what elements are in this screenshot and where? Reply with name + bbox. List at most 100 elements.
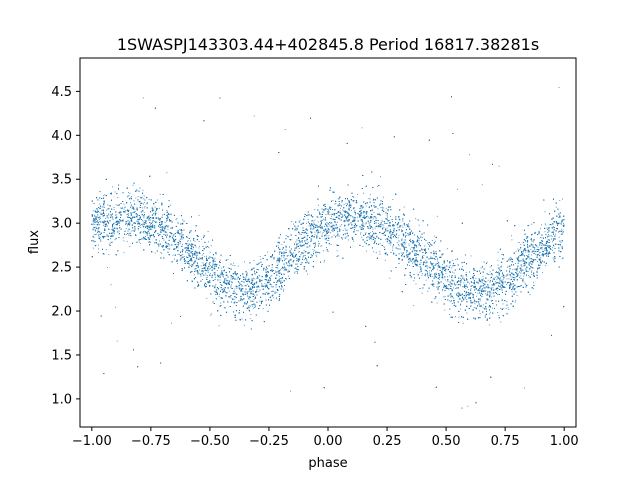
data-point bbox=[140, 226, 142, 228]
data-point bbox=[92, 240, 94, 241]
data-point bbox=[163, 239, 165, 241]
data-point bbox=[146, 202, 148, 203]
data-point bbox=[440, 280, 442, 282]
data-point bbox=[433, 254, 435, 256]
data-point bbox=[442, 278, 444, 280]
data-point bbox=[359, 208, 361, 210]
data-point bbox=[530, 276, 532, 278]
data-point bbox=[382, 232, 384, 234]
data-point bbox=[201, 238, 203, 240]
data-point bbox=[264, 283, 266, 285]
data-point bbox=[198, 247, 200, 249]
data-point bbox=[479, 281, 481, 283]
data-point bbox=[197, 251, 199, 253]
data-point bbox=[220, 267, 222, 269]
data-point bbox=[465, 287, 467, 289]
data-point bbox=[198, 269, 200, 271]
data-point bbox=[508, 309, 510, 310]
data-point bbox=[281, 268, 283, 270]
data-point bbox=[177, 254, 179, 256]
data-point bbox=[129, 202, 131, 204]
data-point bbox=[124, 211, 126, 213]
data-point bbox=[210, 245, 212, 247]
data-point bbox=[511, 290, 513, 292]
data-point bbox=[458, 296, 460, 298]
data-point bbox=[207, 241, 209, 243]
data-point bbox=[154, 220, 156, 222]
data-point bbox=[408, 234, 410, 236]
data-point bbox=[316, 231, 318, 233]
data-point bbox=[563, 222, 565, 224]
data-point bbox=[489, 313, 491, 315]
data-point bbox=[552, 226, 554, 228]
data-point bbox=[208, 286, 210, 287]
data-point bbox=[299, 232, 300, 234]
data-point bbox=[156, 218, 158, 219]
data-point bbox=[345, 202, 347, 204]
data-point bbox=[534, 249, 536, 251]
data-point bbox=[99, 218, 101, 220]
data-point bbox=[371, 239, 373, 241]
data-point bbox=[549, 248, 551, 250]
data-point bbox=[288, 263, 290, 265]
data-point bbox=[205, 274, 207, 276]
data-point bbox=[535, 253, 537, 255]
data-point bbox=[283, 269, 285, 271]
data-point bbox=[541, 237, 543, 239]
data-point bbox=[547, 227, 549, 229]
data-point bbox=[418, 242, 420, 244]
data-point bbox=[190, 248, 191, 250]
data-point bbox=[400, 252, 402, 254]
data-point bbox=[321, 233, 323, 235]
data-point bbox=[218, 264, 220, 266]
data-point bbox=[278, 275, 280, 277]
data-point bbox=[187, 236, 189, 238]
data-point bbox=[458, 316, 460, 318]
data-point bbox=[341, 238, 343, 240]
data-point bbox=[410, 240, 411, 242]
data-point bbox=[207, 271, 209, 273]
data-point bbox=[302, 239, 303, 241]
data-point bbox=[421, 292, 423, 294]
data-point bbox=[126, 240, 128, 242]
data-point bbox=[436, 302, 438, 304]
data-point bbox=[171, 322, 172, 324]
data-point bbox=[267, 265, 269, 267]
data-point bbox=[141, 237, 143, 239]
data-point bbox=[427, 256, 428, 258]
data-point bbox=[245, 279, 247, 281]
data-point bbox=[97, 244, 99, 246]
data-point bbox=[441, 269, 443, 271]
data-point bbox=[249, 296, 251, 298]
data-point bbox=[373, 212, 375, 213]
data-point bbox=[120, 228, 122, 230]
data-point bbox=[460, 278, 462, 279]
data-point bbox=[201, 267, 203, 269]
data-point bbox=[549, 235, 551, 237]
data-point bbox=[378, 204, 380, 206]
data-point bbox=[412, 262, 413, 264]
data-point bbox=[324, 224, 326, 226]
data-point bbox=[519, 275, 521, 277]
data-point bbox=[323, 259, 325, 261]
data-point bbox=[407, 233, 408, 235]
data-point bbox=[140, 203, 142, 205]
data-point bbox=[434, 240, 436, 242]
data-point bbox=[129, 192, 131, 194]
data-point bbox=[110, 192, 112, 194]
data-point bbox=[112, 223, 114, 225]
data-point bbox=[548, 234, 549, 236]
data-point bbox=[381, 224, 383, 226]
data-point bbox=[509, 259, 511, 261]
data-point bbox=[142, 221, 144, 223]
data-point bbox=[152, 226, 154, 228]
data-point bbox=[118, 225, 120, 226]
data-point bbox=[462, 266, 463, 268]
data-point bbox=[521, 270, 523, 272]
data-point bbox=[91, 215, 93, 217]
data-point bbox=[309, 230, 311, 232]
data-point bbox=[254, 283, 256, 285]
data-point bbox=[152, 220, 154, 222]
data-point bbox=[229, 296, 231, 298]
data-point bbox=[430, 258, 432, 259]
